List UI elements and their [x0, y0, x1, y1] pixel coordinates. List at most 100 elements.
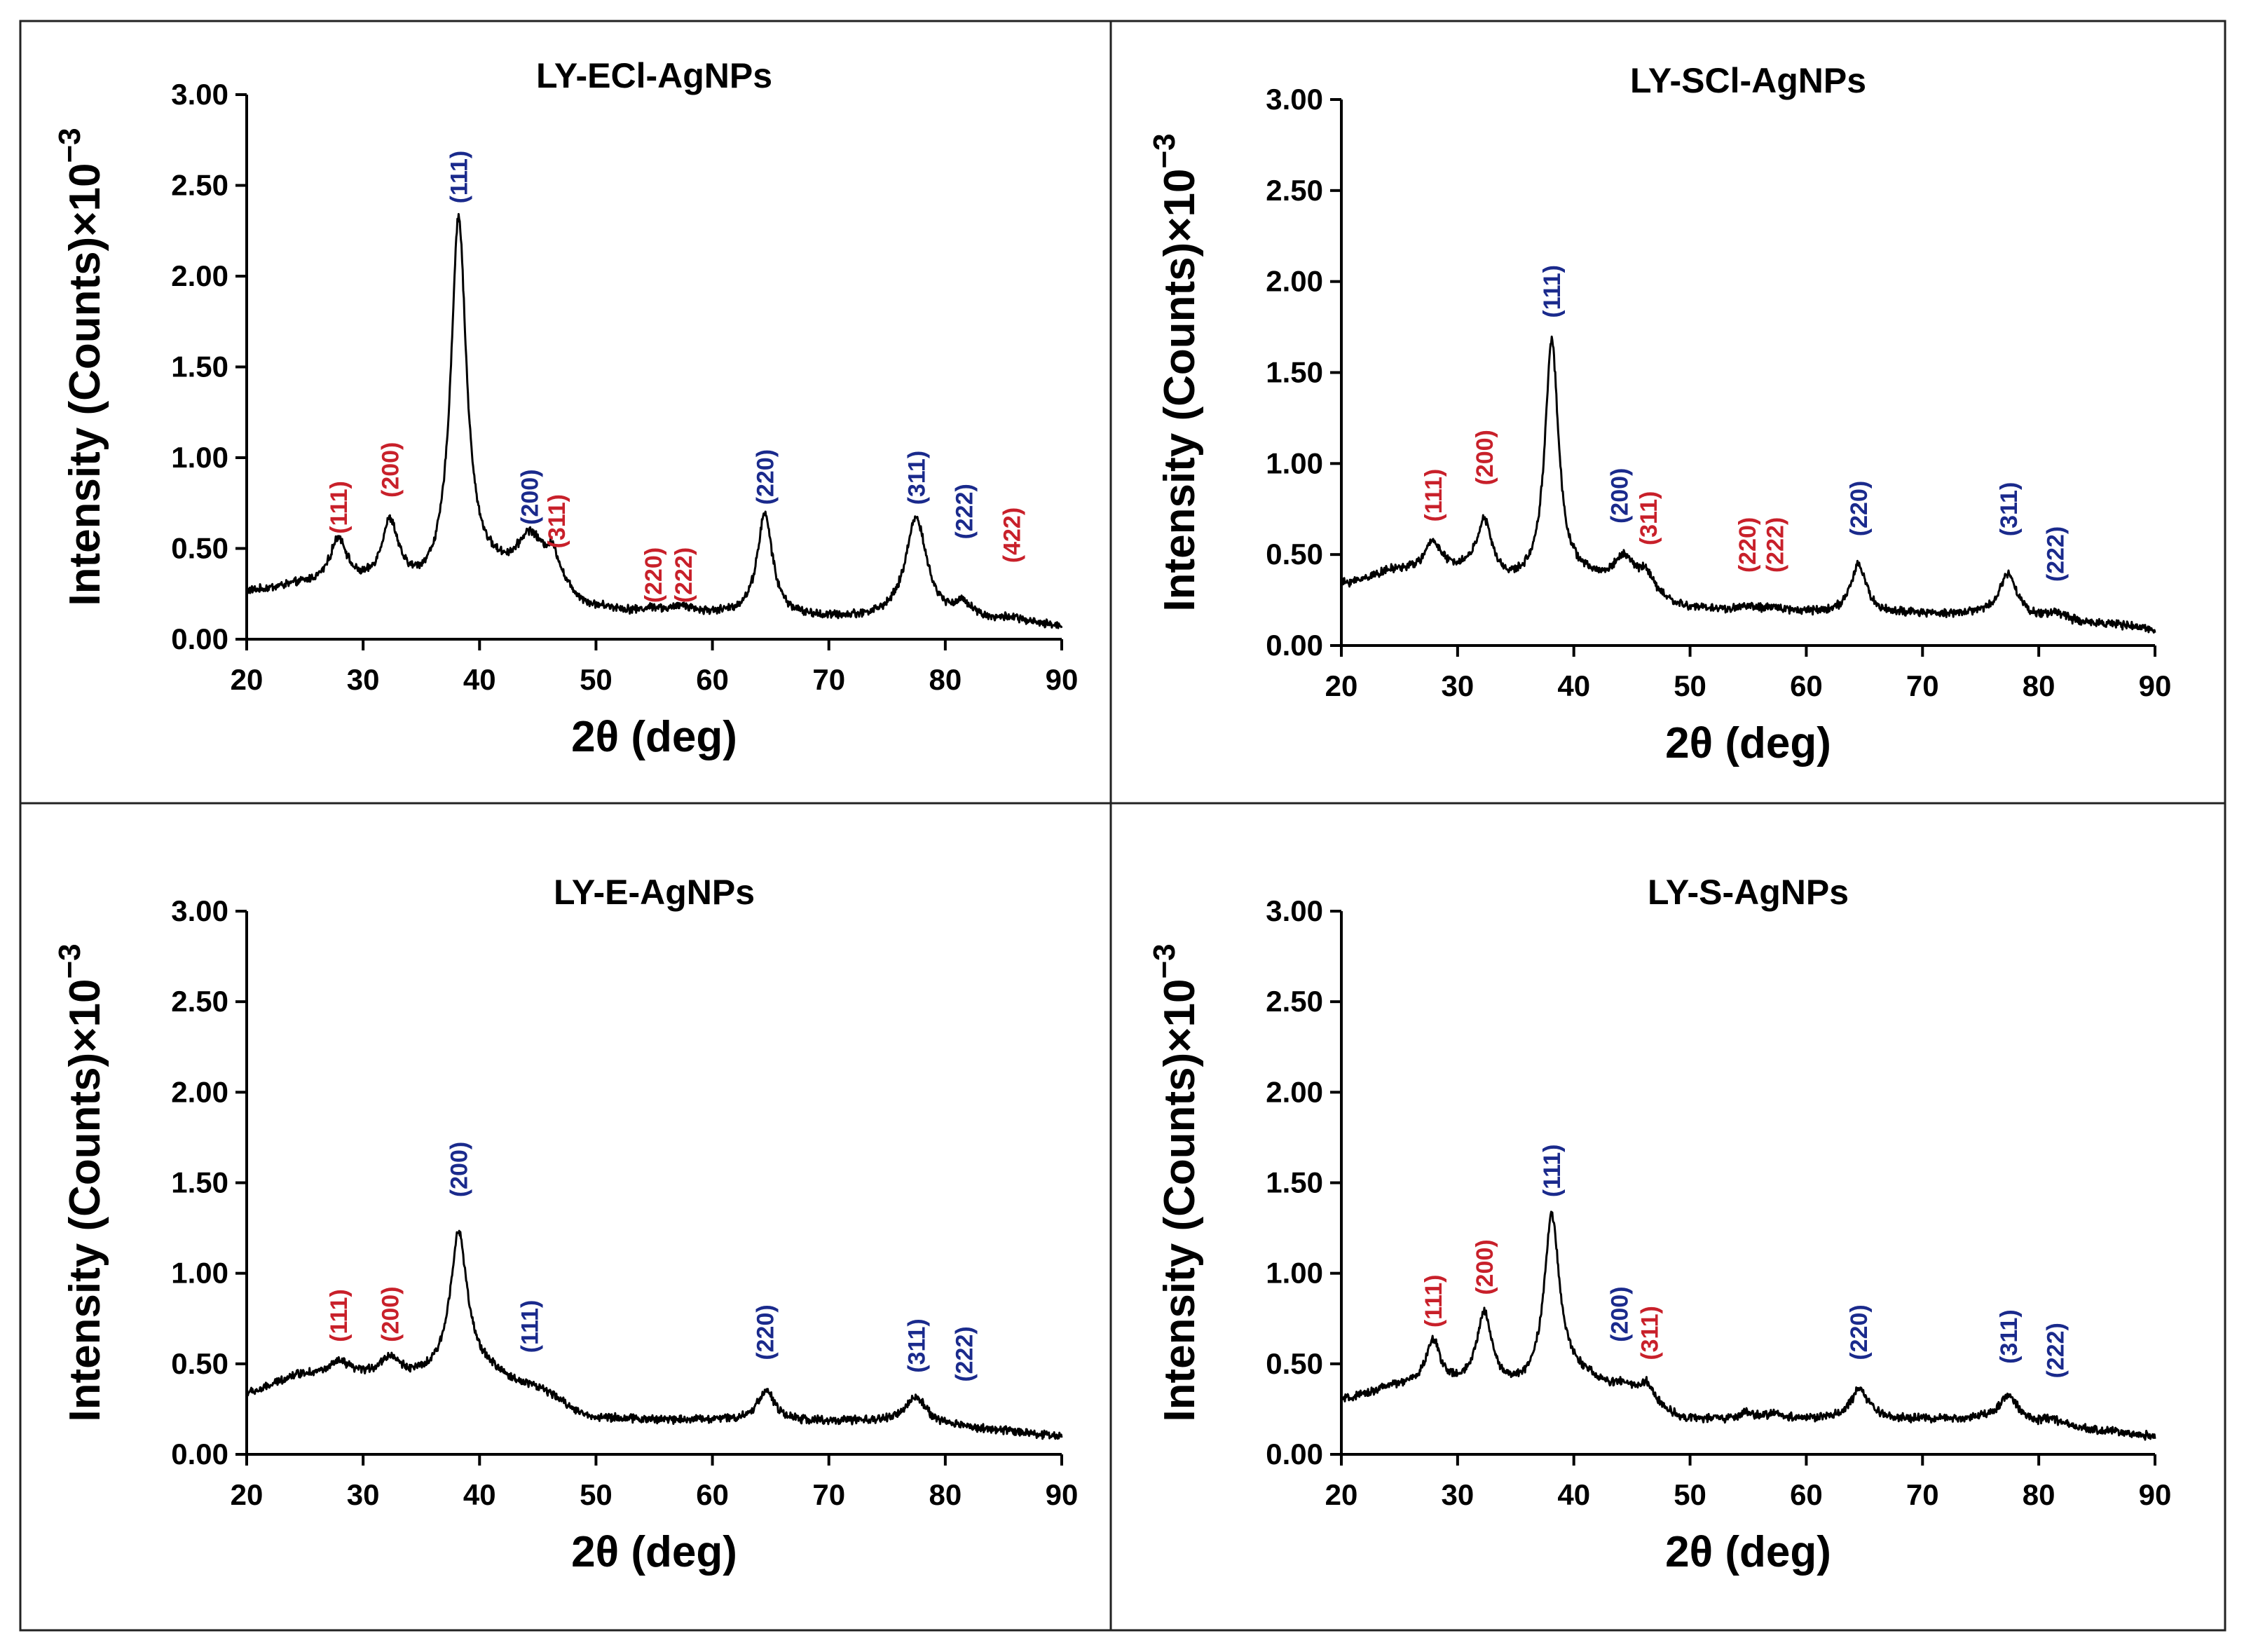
y-tick-label: 2.50 — [171, 169, 228, 202]
y-tick-label: 0.50 — [1266, 538, 1323, 571]
y-tick-label: 1.00 — [1266, 446, 1323, 479]
hkl-annotation: (311) — [544, 494, 570, 549]
y-axis-label: Intensity (Counts)×10−3 — [1147, 943, 1204, 1421]
hkl-annotation: (311) — [903, 451, 930, 505]
y-tick-label: 0.00 — [1266, 629, 1323, 662]
x-tick-label: 40 — [463, 1478, 496, 1511]
hkl-annotation: (200) — [1606, 468, 1633, 524]
y-tick-label: 2.00 — [171, 1075, 228, 1108]
hkl-annotation: (222) — [951, 484, 978, 539]
x-tick-label: 50 — [1674, 669, 1706, 702]
hkl-annotation: (111) — [1539, 265, 1566, 318]
y-tick-label: 2.50 — [1266, 174, 1323, 207]
x-tick-label: 50 — [580, 1478, 613, 1511]
hkl-annotation: (200) — [517, 469, 544, 524]
hkl-annotation: (311) — [903, 1318, 930, 1373]
x-tick-label: 60 — [1790, 1478, 1823, 1511]
chart-title: LY-SCl-AgNPs — [1630, 61, 1866, 100]
xrd-trace — [1340, 335, 2156, 634]
panel-ly-scl: LY-SCl-AgNPs 0.00 0.50 1.00 1.50 2.00 2.50 3.00… — [1147, 61, 2171, 767]
y-tick-label: 1.00 — [171, 1257, 228, 1290]
xrd-trace — [1340, 1210, 2156, 1441]
xrd-trace — [245, 212, 1063, 629]
hkl-annotation: (220) — [1846, 1304, 1873, 1360]
x-tick-label: 80 — [2023, 669, 2055, 702]
y-tick-label: 0.50 — [1266, 1347, 1323, 1380]
xrd-trace — [245, 1229, 1063, 1440]
y-axis-label-exponent: −3 — [1147, 133, 1182, 168]
y-axis-label: Intensity (Counts)×10−3 — [53, 943, 109, 1421]
y-tick-label: 2.50 — [1266, 985, 1323, 1018]
x-tick-label: 60 — [696, 1478, 729, 1511]
hkl-annotation: (111) — [1421, 469, 1447, 522]
hkl-annotation: (311) — [1637, 1306, 1664, 1360]
hkl-annotation: (200) — [1472, 430, 1498, 485]
x-tick-label: 60 — [696, 663, 729, 696]
outer-frame — [19, 20, 2226, 1632]
y-axis-label-main: Intensity (Counts)×10 — [1156, 979, 1204, 1422]
x-tick-label: 80 — [929, 1478, 962, 1511]
hkl-annotation: (111) — [1421, 1275, 1447, 1328]
hkl-annotation: (222) — [671, 547, 697, 603]
x-tick-label: 20 — [231, 1478, 264, 1511]
panel-ly-s: LY-S-AgNPs 0.00 0.50 1.00 1.50 2.00 2.50 3.00 20… — [1147, 873, 2171, 1576]
x-tick-label: 20 — [1325, 669, 1358, 702]
x-tick-label: 90 — [2139, 669, 2172, 702]
panel-ly-e: LY-E-AgNPs 0.00 0.50 1.00 1.50 2.00 2.50 3.00 20… — [53, 873, 1078, 1576]
hkl-annotation: (311) — [1996, 482, 2023, 537]
x-axis-label: 2θ (deg) — [1665, 719, 1831, 767]
x-axis-label: 2θ (deg) — [571, 713, 737, 761]
y-tick-label: 1.50 — [171, 350, 228, 383]
y-tick-label: 1.00 — [171, 441, 228, 474]
hkl-annotation: (311) — [1636, 491, 1662, 546]
y-axis-label-exponent: −3 — [1147, 943, 1182, 978]
x-tick-label: 40 — [463, 663, 496, 696]
y-tick-label: 0.00 — [1266, 1438, 1323, 1470]
y-tick-label: 3.00 — [171, 78, 228, 111]
x-tick-label: 90 — [1046, 663, 1079, 696]
y-axis-label-exponent: −3 — [53, 943, 87, 978]
hkl-annotation: (222) — [951, 1326, 978, 1381]
hkl-annotation: (200) — [446, 1142, 472, 1197]
hkl-annotation: (111) — [326, 481, 353, 534]
hkl-annotation: (222) — [1763, 517, 1789, 573]
x-tick-label: 50 — [580, 663, 613, 696]
y-tick-label: 1.50 — [1266, 356, 1323, 389]
y-tick-label: 3.00 — [1266, 83, 1323, 116]
x-tick-label: 90 — [1046, 1478, 1079, 1511]
hkl-annotation: (200) — [377, 442, 404, 498]
hkl-annotation: (200) — [1472, 1239, 1498, 1295]
y-tick-label: 2.00 — [1266, 1075, 1323, 1108]
chart-title: LY-S-AgNPs — [1648, 873, 1849, 912]
x-tick-label: 20 — [1325, 1478, 1358, 1511]
x-tick-label: 80 — [929, 663, 962, 696]
hkl-annotation: (220) — [1735, 517, 1761, 573]
hkl-annotation: (222) — [2042, 1323, 2069, 1378]
y-axis-label-main: Intensity (Counts)×10 — [61, 163, 109, 606]
x-tick-label: 40 — [1557, 669, 1590, 702]
y-axis-label-main: Intensity (Counts)×10 — [1156, 169, 1204, 612]
y-tick-label: 0.00 — [171, 622, 228, 655]
y-tick-label: 1.50 — [1266, 1166, 1323, 1199]
x-tick-label: 30 — [347, 663, 380, 696]
x-tick-label: 70 — [812, 1478, 845, 1511]
x-axis-label: 2θ (deg) — [571, 1528, 737, 1576]
x-tick-label: 40 — [1557, 1478, 1590, 1511]
x-tick-label: 50 — [1674, 1478, 1706, 1511]
hkl-annotation: (220) — [752, 449, 779, 505]
x-tick-label: 60 — [1790, 669, 1823, 702]
hkl-annotation: (111) — [446, 151, 472, 204]
y-axis-label-exponent: −3 — [53, 128, 87, 163]
y-tick-label: 1.50 — [171, 1166, 228, 1199]
hkl-annotation: (422) — [999, 507, 1026, 563]
x-tick-label: 70 — [1906, 1478, 1939, 1511]
x-tick-label: 20 — [231, 663, 264, 696]
hkl-annotation: (220) — [1846, 481, 1873, 536]
x-tick-label: 70 — [812, 663, 845, 696]
y-tick-label: 2.00 — [1266, 265, 1323, 298]
panel-ly-ecl: LY-ECl-AgNPs 0.00 0.50 1.00 1.50 2.00 2.50 3.00… — [53, 56, 1078, 761]
hkl-annotation: (311) — [1996, 1309, 2023, 1364]
y-tick-label: 0.50 — [171, 1347, 228, 1380]
x-tick-label: 80 — [2023, 1478, 2055, 1511]
